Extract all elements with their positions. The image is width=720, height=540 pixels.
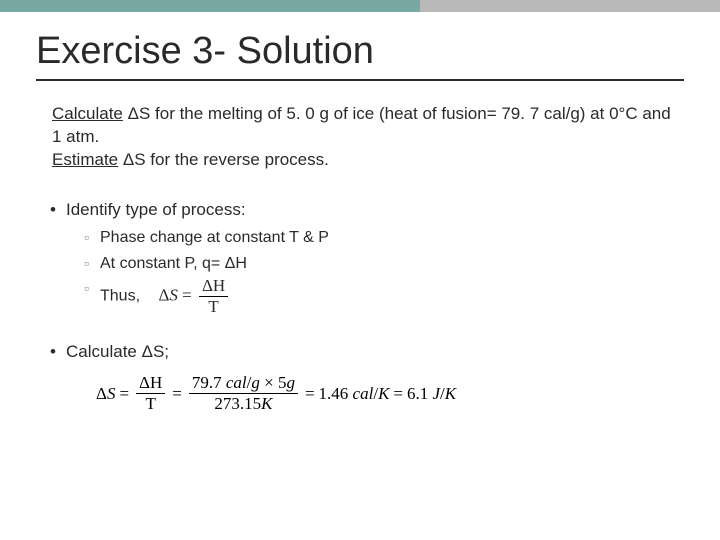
bullet-identify: Identify type of process: Phase change a… (50, 198, 684, 316)
sub-bullet-1: Phase change at constant T & P (84, 226, 684, 249)
eq2-eq4: = (393, 384, 403, 404)
intro-underline-2: Estimate (52, 150, 118, 169)
bullet-calculate: Calculate ΔS; (50, 340, 684, 365)
eq1-eq: = (178, 285, 196, 304)
eq2-f1num: ΔH (136, 374, 165, 394)
problem-statement: Calculate ΔS for the melting of 5. 0 g o… (36, 103, 684, 172)
eq1-lhs-delta: Δ (158, 285, 169, 304)
equation-ds-dh-t: ΔS = ΔHT (158, 277, 231, 316)
eq1-fraction: ΔHT (199, 277, 228, 316)
eq1-lhs-s: S (169, 285, 178, 304)
eq2-r2: 6.1 J/K (407, 384, 456, 404)
decorative-top-band (0, 0, 720, 12)
bullet-calculate-text: Calculate ΔS; (66, 342, 169, 361)
main-bullet-list: Identify type of process: Phase change a… (50, 198, 684, 316)
sub-bullet-2: At constant P, q= ΔH (84, 252, 684, 275)
main-bullet-list-2: Calculate ΔS; (50, 340, 684, 365)
eq2-eq3: = (305, 384, 315, 404)
eq2-f2num: 79.7 cal/g × 5g (189, 374, 298, 394)
eq1-num: ΔH (199, 277, 228, 297)
eq2-eq1: = (119, 384, 129, 404)
eq2-eq2: = (172, 384, 182, 404)
eq2-f1den: T (136, 394, 165, 413)
eq2-r1: 1.46 cal/K (319, 384, 390, 404)
intro-text-2: ΔS for the reverse process. (118, 150, 329, 169)
eq2-lhs: ΔS (96, 384, 115, 404)
intro-text-1: ΔS for the melting of 5. 0 g of ice (hea… (52, 104, 671, 146)
sub-bullet-3-text: Thus, (100, 287, 140, 304)
slide-title: Exercise 3- Solution (36, 30, 684, 81)
equation-full-calc: ΔS = ΔH T = 79.7 cal/g × 5g 273.15K = 1.… (96, 374, 684, 413)
sub-bullet-3: Thus, ΔS = ΔHT (84, 277, 684, 316)
sub-bullet-list: Phase change at constant T & P At consta… (84, 226, 684, 315)
intro-underline-1: Calculate (52, 104, 123, 123)
eq1-den: T (199, 297, 228, 316)
bullet-identify-text: Identify type of process: (66, 200, 246, 219)
slide-body: Exercise 3- Solution Calculate ΔS for th… (36, 30, 684, 520)
eq2-f2den: 273.15K (189, 394, 298, 413)
eq2-frac1: ΔH T (136, 374, 165, 413)
eq2-frac2: 79.7 cal/g × 5g 273.15K (189, 374, 298, 413)
